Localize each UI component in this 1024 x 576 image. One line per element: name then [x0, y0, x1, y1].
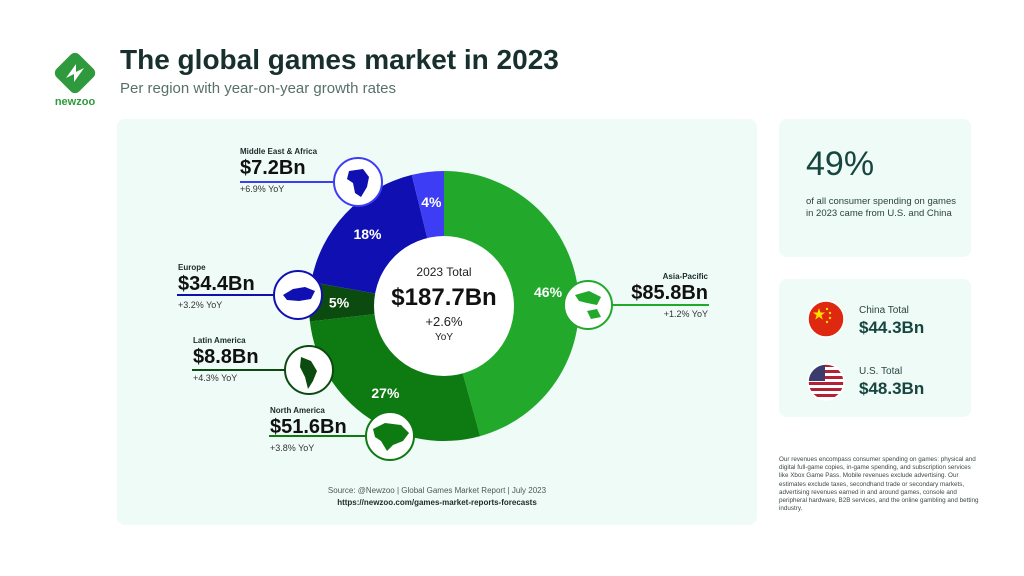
region-value: $85.8Bn [631, 282, 708, 304]
asia-pacific-map-icon [563, 280, 613, 330]
region-yoy: +3.8% YoY [270, 443, 315, 453]
country-totals-card [779, 279, 971, 417]
donut-center [374, 236, 514, 376]
country-label: U.S. Total [859, 366, 903, 377]
slice-percent-label: 5% [329, 295, 350, 311]
stat-card [779, 119, 971, 257]
region-value: $34.4Bn [178, 273, 255, 295]
region-value: $7.2Bn [240, 157, 306, 179]
center-total-value: $187.7Bn [391, 284, 496, 311]
center-growth-unit: YoY [435, 332, 453, 343]
donut-chart: 46%27%5%18%4% 2023 Total $187.7Bn +2.6% … [177, 157, 709, 461]
slice-percent-label: 27% [371, 385, 400, 401]
region-name: Latin America [193, 336, 246, 345]
center-growth: +2.6% [425, 314, 463, 329]
europe-map-icon [273, 270, 323, 320]
stat-value: 49% [806, 145, 875, 183]
region-value: $51.6Bn [270, 416, 347, 438]
region-north-america: North America $51.6Bn +3.8% YoY [270, 406, 347, 453]
region-yoy: +3.2% YoY [178, 300, 223, 310]
country-label: China Total [859, 305, 909, 316]
region-name: Middle East & Africa [240, 147, 318, 156]
region-latin-america: Latin America $8.8Bn +4.3% YoY [193, 336, 259, 383]
region-name: Asia-Pacific [662, 272, 708, 281]
region-yoy: +1.2% YoY [663, 309, 708, 319]
country-value: $44.3Bn [859, 318, 925, 337]
south-america-map-icon [284, 345, 334, 395]
africa-map-icon [333, 157, 383, 207]
region-yoy: +6.9% YoY [240, 184, 285, 194]
source-text: Source: @Newzoo | Global Games Market Re… [327, 486, 547, 495]
stat-description: of all consumer spending on games in 202… [806, 196, 956, 219]
page-title: The global games market in 2023 [120, 44, 559, 75]
region-europe: Europe $34.4Bn +3.2% YoY [178, 263, 255, 310]
brand-name: newzoo [54, 96, 96, 108]
china-flag-icon [807, 300, 845, 338]
methodology-note: Our revenues encompass consumer spending… [779, 456, 979, 513]
region-middle-east-africa: Middle East & Africa $7.2Bn +6.9% YoY [240, 147, 317, 194]
slice-percent-label: 18% [353, 226, 382, 242]
slice-percent-label: 4% [421, 194, 442, 210]
center-total-label: 2023 Total [416, 265, 471, 279]
region-name: North America [270, 406, 325, 415]
region-value: $8.8Bn [193, 346, 259, 368]
source-link[interactable]: https://newzoo.com/games-market-reports-… [337, 498, 537, 507]
region-asia-pacific: Asia-Pacific $85.8Bn +1.2% YoY [610, 272, 708, 319]
newzoo-logo-icon [54, 52, 96, 94]
slice-percent-label: 46% [534, 284, 563, 300]
country-value: $48.3Bn [859, 379, 925, 398]
us-flag-icon [807, 363, 845, 401]
region-yoy: +4.3% YoY [193, 373, 238, 383]
north-america-map-icon [365, 411, 415, 461]
page-subtitle: Per region with year-on-year growth rate… [120, 80, 396, 97]
region-name: Europe [178, 263, 206, 272]
